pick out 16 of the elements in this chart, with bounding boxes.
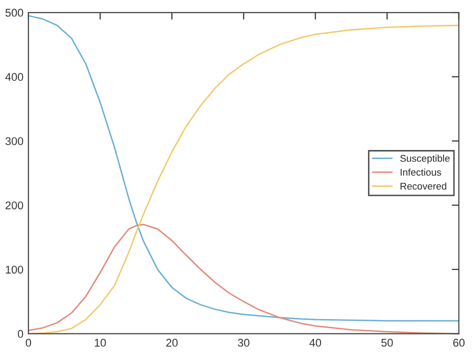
x-tick-label: 60 <box>453 338 465 347</box>
y-tick-label: 300 <box>5 137 24 146</box>
y-tick-label: 200 <box>6 201 24 210</box>
x-tick-label: 0 <box>26 338 32 347</box>
legend-label: Recovered <box>400 182 446 190</box>
y-tick-label: 500 <box>5 8 24 17</box>
y-tick-label: 100 <box>6 266 24 274</box>
legend-label: Infectious <box>400 168 442 176</box>
x-tick-label: 10 <box>94 338 106 347</box>
x-tick-label: 20 <box>166 338 178 347</box>
y-tick-label: 400 <box>5 73 24 81</box>
x-tick-label: 40 <box>309 338 322 347</box>
x-tick-label: 50 <box>381 338 393 347</box>
legend-label: Susceptible <box>400 154 450 164</box>
y-tick-label: 0 <box>18 330 24 338</box>
x-tick-label: 30 <box>238 338 250 347</box>
